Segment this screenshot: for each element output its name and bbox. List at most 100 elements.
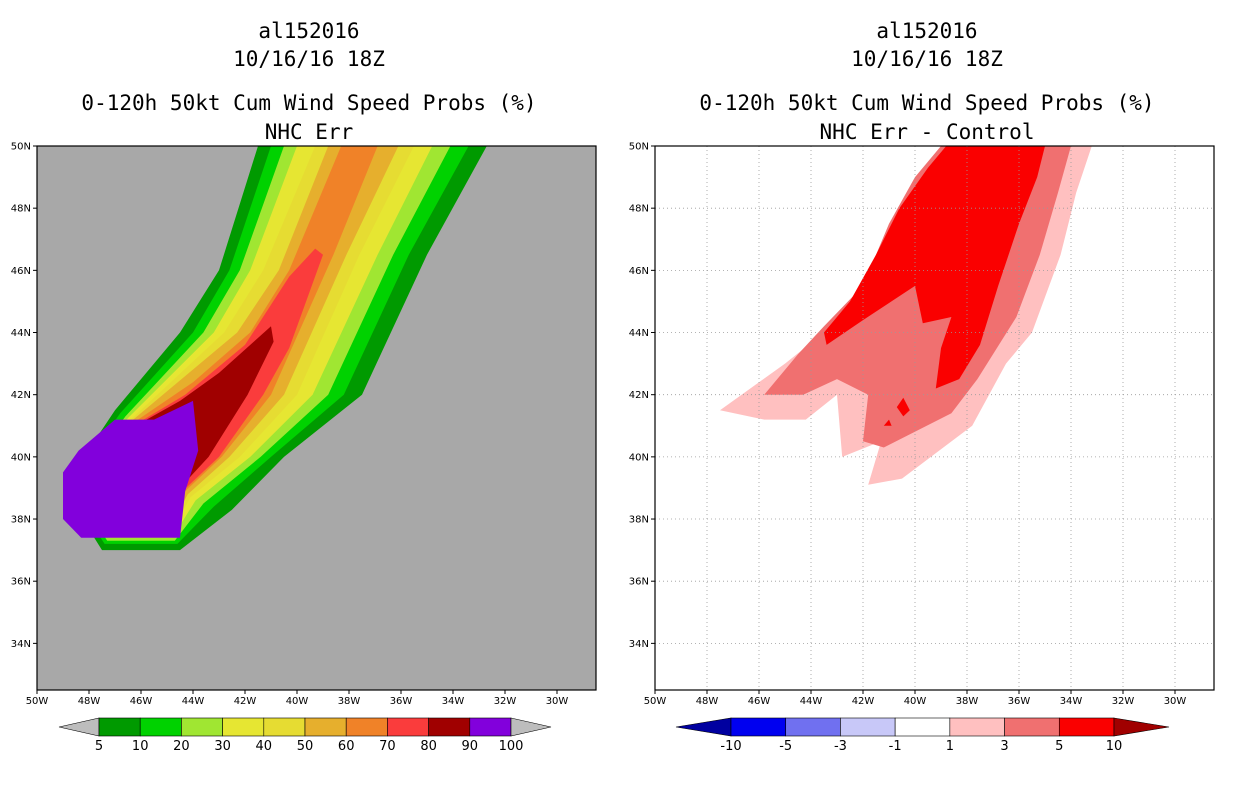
contour-5	[824, 146, 1045, 389]
colorbar-label: 60	[338, 739, 355, 754]
x-tick-label: 46W	[748, 696, 771, 707]
colorbar-left-arrow	[58, 717, 100, 737]
contour-5	[883, 419, 892, 426]
x-tick-label: 30W	[1164, 696, 1187, 707]
x-tick-label: 40W	[286, 696, 309, 707]
colorbar-swatch	[894, 717, 951, 737]
y-tick-label: 34N	[629, 639, 649, 650]
colorbar-swatch	[345, 717, 388, 737]
colorbar-swatch	[181, 717, 223, 737]
colorbar-swatch	[785, 717, 841, 737]
storm-id: al152016	[876, 19, 978, 43]
x-tick-label: 36W	[1008, 696, 1031, 707]
chart-title: 0-120h 50kt Cum Wind Speed Probs (%)	[81, 91, 537, 115]
x-tick-label: 34W	[442, 696, 465, 707]
colorbar-label: 5	[1055, 739, 1063, 754]
y-tick-label: 36N	[11, 577, 31, 588]
y-tick-label: 36N	[629, 577, 649, 588]
right-panel: al152016 10/16/16 18Z 0-120h 50kt Cum Wi…	[618, 0, 1236, 800]
colorbar-right-arrow	[510, 717, 552, 737]
x-tick-label: 40W	[904, 696, 927, 707]
x-tick-label: 44W	[182, 696, 205, 707]
y-tick-label: 40N	[11, 452, 31, 463]
colorbar-label: 40	[256, 739, 273, 754]
y-tick-label: 44N	[11, 328, 31, 339]
colorbar-label: 100	[499, 739, 524, 754]
y-tick-label: 38N	[11, 515, 31, 526]
y-tick-label: 50N	[629, 142, 649, 153]
x-tick-label: 34W	[1060, 696, 1083, 707]
y-tick-label: 48N	[11, 204, 31, 215]
x-tick-label: 48W	[78, 696, 101, 707]
x-tick-label: 32W	[1112, 696, 1135, 707]
x-tick-label: 50W	[644, 696, 667, 707]
colorbar-swatch	[304, 717, 347, 737]
colorbar-label: -5	[779, 739, 792, 754]
colorbar-swatch	[263, 717, 306, 737]
colorbar-label: 30	[214, 739, 231, 754]
x-tick-label: 50W	[26, 696, 49, 707]
y-tick-label: 40N	[629, 452, 649, 463]
colorbar-swatch	[1004, 717, 1060, 737]
colorbar-label: 80	[420, 739, 437, 754]
y-tick-label: 42N	[629, 390, 649, 401]
datetime: 10/16/16 18Z	[233, 47, 385, 71]
colorbar-label: 5	[95, 739, 103, 754]
chart-subtitle: NHC Err	[264, 120, 354, 144]
storm-id: al152016	[258, 19, 360, 43]
colorbar-label: -1	[889, 739, 902, 754]
wind-prob-diff-map: 50W 48W 46W 44W 42W 40W 38W 36W 34W 32W 30W 50N 48N 4…	[629, 142, 1215, 754]
chart-title: 0-120h 50kt Cum Wind Speed Probs (%)	[699, 91, 1155, 115]
colorbar: -10 -5 -3 -1 1 3 5 10	[675, 717, 1170, 754]
plot-frame	[654, 145, 1215, 691]
contour-90	[63, 400, 199, 538]
colorbar-swatch	[730, 717, 787, 737]
colorbar-left-arrow	[675, 717, 732, 737]
colorbar-swatch	[98, 717, 141, 737]
colorbar-swatch	[387, 717, 429, 737]
chart-subtitle: NHC Err - Control	[819, 120, 1035, 144]
y-tick-label: 48N	[629, 204, 649, 215]
contour-5	[896, 397, 910, 417]
y-tick-label: 44N	[629, 328, 649, 339]
colorbar-label: 10	[132, 739, 149, 754]
colorbar-label: 90	[462, 739, 479, 754]
colorbar-swatch	[222, 717, 265, 737]
left-panel: al152016 10/16/16 18Z 0-120h 50kt Cum Wi…	[11, 19, 597, 754]
colorbar: 5 10 20 30 40 50 60 70 80 90 100	[58, 717, 552, 754]
colorbar-right-arrow	[1113, 717, 1170, 737]
colorbar-label: -10	[720, 739, 741, 754]
x-tick-label: 48W	[696, 696, 719, 707]
y-tick-label: 42N	[11, 390, 31, 401]
x-tick-label: 38W	[956, 696, 979, 707]
x-tick-label: 36W	[390, 696, 413, 707]
colorbar-swatch	[469, 717, 512, 737]
colorbar-label: 1	[946, 739, 954, 754]
colorbar-swatch	[139, 717, 182, 737]
y-tick-label: 38N	[629, 515, 649, 526]
colorbar-label: 70	[379, 739, 396, 754]
y-tick-label: 50N	[11, 142, 31, 153]
datetime: 10/16/16 18Z	[851, 47, 1003, 71]
colorbar-swatch	[1058, 717, 1115, 737]
wind-prob-map: 50W 48W 46W 44W 42W 40W 38W 36W 34W 32W 30W 50N 48N 4…	[11, 142, 597, 754]
y-tick-label: 34N	[11, 639, 31, 650]
colorbar-label: 50	[297, 739, 314, 754]
colorbar-swatch	[428, 717, 471, 737]
x-tick-label: 44W	[800, 696, 823, 707]
x-tick-label: 42W	[234, 696, 257, 707]
x-tick-label: 46W	[130, 696, 153, 707]
x-tick-label: 30W	[546, 696, 569, 707]
colorbar-label: -3	[834, 739, 847, 754]
x-tick-label: 32W	[494, 696, 517, 707]
y-tick-label: 46N	[11, 266, 31, 277]
x-tick-label: 38W	[338, 696, 361, 707]
colorbar-label: 20	[173, 739, 190, 754]
colorbar-label: 3	[1000, 739, 1008, 754]
y-tick-label: 46N	[629, 266, 649, 277]
colorbar-swatch	[840, 717, 896, 737]
colorbar-swatch	[949, 717, 1005, 737]
colorbar-label: 10	[1106, 739, 1123, 754]
plot-frame	[36, 145, 597, 691]
x-tick-label: 42W	[852, 696, 875, 707]
